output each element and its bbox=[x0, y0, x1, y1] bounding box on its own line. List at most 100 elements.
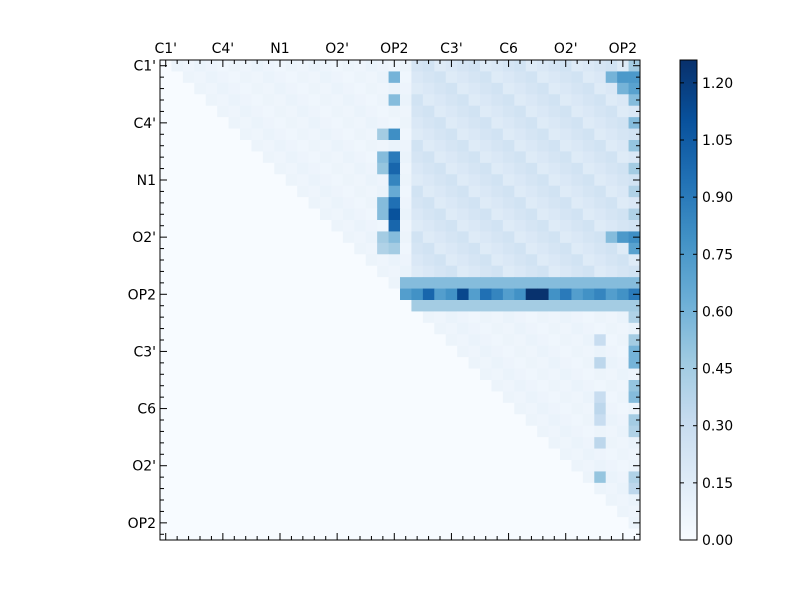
heatmap-cell bbox=[251, 425, 264, 438]
heatmap-cell bbox=[240, 322, 252, 335]
heatmap-cell bbox=[571, 494, 584, 507]
heatmap-cell bbox=[228, 82, 241, 95]
heatmap-cell bbox=[354, 517, 367, 529]
heatmap-cell bbox=[228, 288, 241, 301]
heatmap-cell bbox=[560, 357, 572, 369]
heatmap-cell bbox=[468, 242, 481, 255]
heatmap-cell bbox=[400, 448, 412, 461]
heatmap-cell bbox=[320, 231, 332, 244]
heatmap-cell bbox=[480, 334, 492, 347]
heatmap-cell bbox=[457, 322, 469, 335]
heatmap-cell bbox=[194, 448, 207, 461]
heatmap-cell bbox=[537, 71, 549, 84]
heatmap-cell bbox=[171, 277, 184, 289]
heatmap-cell bbox=[194, 357, 207, 369]
heatmap-cell bbox=[342, 60, 355, 72]
heatmap-cell bbox=[194, 254, 207, 267]
heatmap-cell bbox=[582, 277, 595, 289]
heatmap-cell bbox=[251, 368, 264, 381]
heatmap-cell bbox=[285, 460, 298, 472]
heatmap-cell bbox=[605, 414, 618, 427]
heatmap-cell bbox=[457, 140, 469, 152]
heatmap-cell bbox=[525, 197, 538, 209]
heatmap-cell bbox=[171, 357, 184, 369]
heatmap-cell bbox=[182, 437, 195, 449]
heatmap-cell bbox=[308, 517, 321, 529]
heatmap-cell bbox=[297, 505, 309, 518]
heatmap-cell bbox=[525, 471, 538, 484]
heatmap-cell bbox=[548, 117, 561, 129]
heatmap-cell bbox=[434, 265, 447, 278]
heatmap-cell bbox=[480, 437, 492, 449]
heatmap-cell bbox=[480, 460, 492, 472]
heatmap-cell bbox=[502, 174, 515, 187]
heatmap-cell bbox=[388, 208, 401, 221]
heatmap-cell bbox=[605, 460, 618, 472]
heatmap-cell bbox=[400, 117, 412, 129]
heatmap-cell bbox=[262, 482, 275, 495]
heatmap-cell bbox=[331, 448, 344, 461]
heatmap-cell bbox=[594, 208, 607, 221]
heatmap-cell bbox=[388, 71, 401, 84]
heatmap-cell bbox=[228, 117, 241, 129]
heatmap-cell bbox=[365, 105, 378, 118]
heatmap-cell bbox=[217, 71, 229, 84]
heatmap-cell bbox=[537, 380, 549, 392]
heatmap-cell bbox=[434, 311, 447, 324]
heatmap-cell bbox=[240, 437, 252, 449]
heatmap-cell bbox=[411, 528, 424, 541]
heatmap-cell bbox=[411, 60, 424, 72]
heatmap-cell bbox=[594, 322, 607, 335]
heatmap-cell bbox=[400, 94, 412, 107]
colorbar-tick-label: 1.20 bbox=[702, 76, 733, 92]
heatmap-cell bbox=[434, 71, 447, 84]
heatmap-cell bbox=[285, 117, 298, 129]
y-tick-label: O2' bbox=[132, 459, 156, 475]
heatmap-cell bbox=[354, 265, 367, 278]
heatmap-cell bbox=[411, 460, 424, 472]
heatmap-cell bbox=[594, 414, 607, 427]
heatmap-cell bbox=[411, 94, 424, 107]
heatmap-cell bbox=[354, 368, 367, 381]
heatmap-cell bbox=[274, 345, 287, 358]
heatmap-cell bbox=[228, 494, 241, 507]
heatmap-cell bbox=[251, 254, 264, 267]
heatmap-cell bbox=[240, 277, 252, 289]
heatmap-cell bbox=[262, 414, 275, 427]
heatmap-cell bbox=[548, 494, 561, 507]
heatmap-cell bbox=[445, 460, 458, 472]
heatmap-cell bbox=[228, 471, 241, 484]
heatmap-cell bbox=[160, 140, 172, 152]
heatmap-cell bbox=[594, 242, 607, 255]
heatmap-cell bbox=[171, 448, 184, 461]
heatmap-cell bbox=[491, 117, 504, 129]
heatmap-cell bbox=[320, 380, 332, 392]
heatmap-cell bbox=[285, 242, 298, 255]
heatmap-cell bbox=[571, 60, 584, 72]
heatmap-cell bbox=[445, 151, 458, 164]
heatmap-cell bbox=[274, 208, 287, 221]
heatmap-cell bbox=[308, 288, 321, 301]
heatmap-cell bbox=[628, 140, 641, 152]
heatmap-cell bbox=[182, 265, 195, 278]
heatmap-cell bbox=[468, 505, 481, 518]
heatmap-cell bbox=[560, 105, 572, 118]
heatmap-cell bbox=[502, 460, 515, 472]
heatmap-cell bbox=[525, 60, 538, 72]
heatmap-cell bbox=[582, 140, 595, 152]
heatmap-cell bbox=[514, 60, 527, 72]
heatmap-cell bbox=[365, 494, 378, 507]
heatmap-cell bbox=[342, 402, 355, 415]
heatmap-cell bbox=[582, 197, 595, 209]
heatmap-cell bbox=[297, 334, 309, 347]
heatmap-cell bbox=[491, 425, 504, 438]
heatmap-cell bbox=[445, 368, 458, 381]
heatmap-cell bbox=[468, 357, 481, 369]
heatmap-cell bbox=[240, 505, 252, 518]
heatmap-cell bbox=[160, 105, 172, 118]
heatmap-cell bbox=[240, 300, 252, 312]
heatmap-frame bbox=[159, 59, 641, 541]
heatmap-cell bbox=[605, 265, 618, 278]
heatmap-cell bbox=[331, 300, 344, 312]
